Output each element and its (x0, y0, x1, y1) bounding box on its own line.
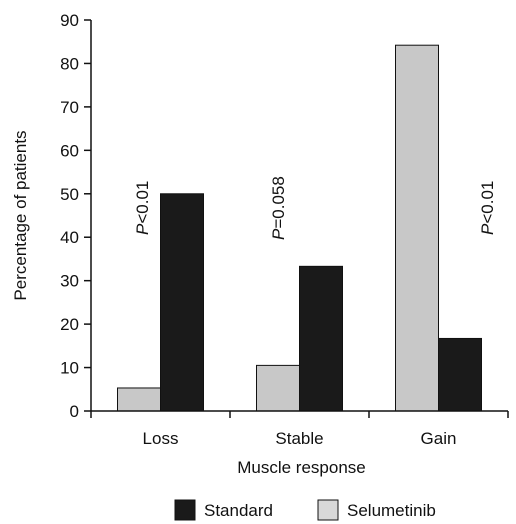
p-symbol: P (269, 228, 288, 240)
p-value-loss: P<0.01 (133, 181, 152, 235)
x-axis-ticks: Loss Stable Gain (90, 411, 509, 448)
legend-swatch-standard (174, 499, 196, 521)
y-tick-label: 50 (60, 185, 79, 204)
legend-label-selumetinib: Selumetinib (347, 501, 436, 520)
legend-label-standard: Standard (204, 501, 273, 520)
p-value-stable: P=0.058 (269, 176, 288, 240)
y-tick-label: 30 (60, 272, 79, 291)
y-tick-label: 10 (60, 359, 79, 378)
bar-selumetinib-loss (117, 387, 161, 412)
category-label-loss: Loss (143, 429, 179, 448)
p-symbol: P (133, 223, 152, 235)
bar-selumetinib-stable (256, 364, 300, 412)
y-tick-label: 40 (60, 228, 79, 247)
y-tick-label: 0 (70, 402, 79, 421)
p-value-text: <0.01 (478, 181, 497, 224)
category-label-stable: Stable (275, 429, 323, 448)
p-value-text: =0.058 (269, 176, 288, 228)
y-tick-label: 80 (60, 54, 79, 73)
x-axis-title: Muscle response (237, 458, 366, 477)
y-tick-label: 60 (60, 141, 79, 160)
y-tick-label: 90 (60, 11, 79, 30)
y-tick-label: 20 (60, 315, 79, 334)
legend-swatch-selumetinib (317, 499, 339, 521)
p-value-gain: P<0.01 (478, 181, 497, 235)
y-axis-title: Percentage of patients (11, 130, 30, 300)
legend: Standard Selumetinib (174, 499, 436, 521)
p-value-text: <0.01 (133, 181, 152, 224)
bar-standard-loss (160, 193, 204, 412)
bar-standard-stable (299, 265, 343, 412)
category-label-gain: Gain (421, 429, 457, 448)
bar-selumetinib-gain (395, 44, 439, 412)
y-tick-label: 70 (60, 98, 79, 117)
p-symbol: P (478, 223, 497, 235)
bar-standard-gain (438, 337, 482, 412)
y-axis-ticks: 0 10 20 30 40 50 60 70 80 90 (60, 11, 91, 421)
plot-area (117, 44, 482, 412)
